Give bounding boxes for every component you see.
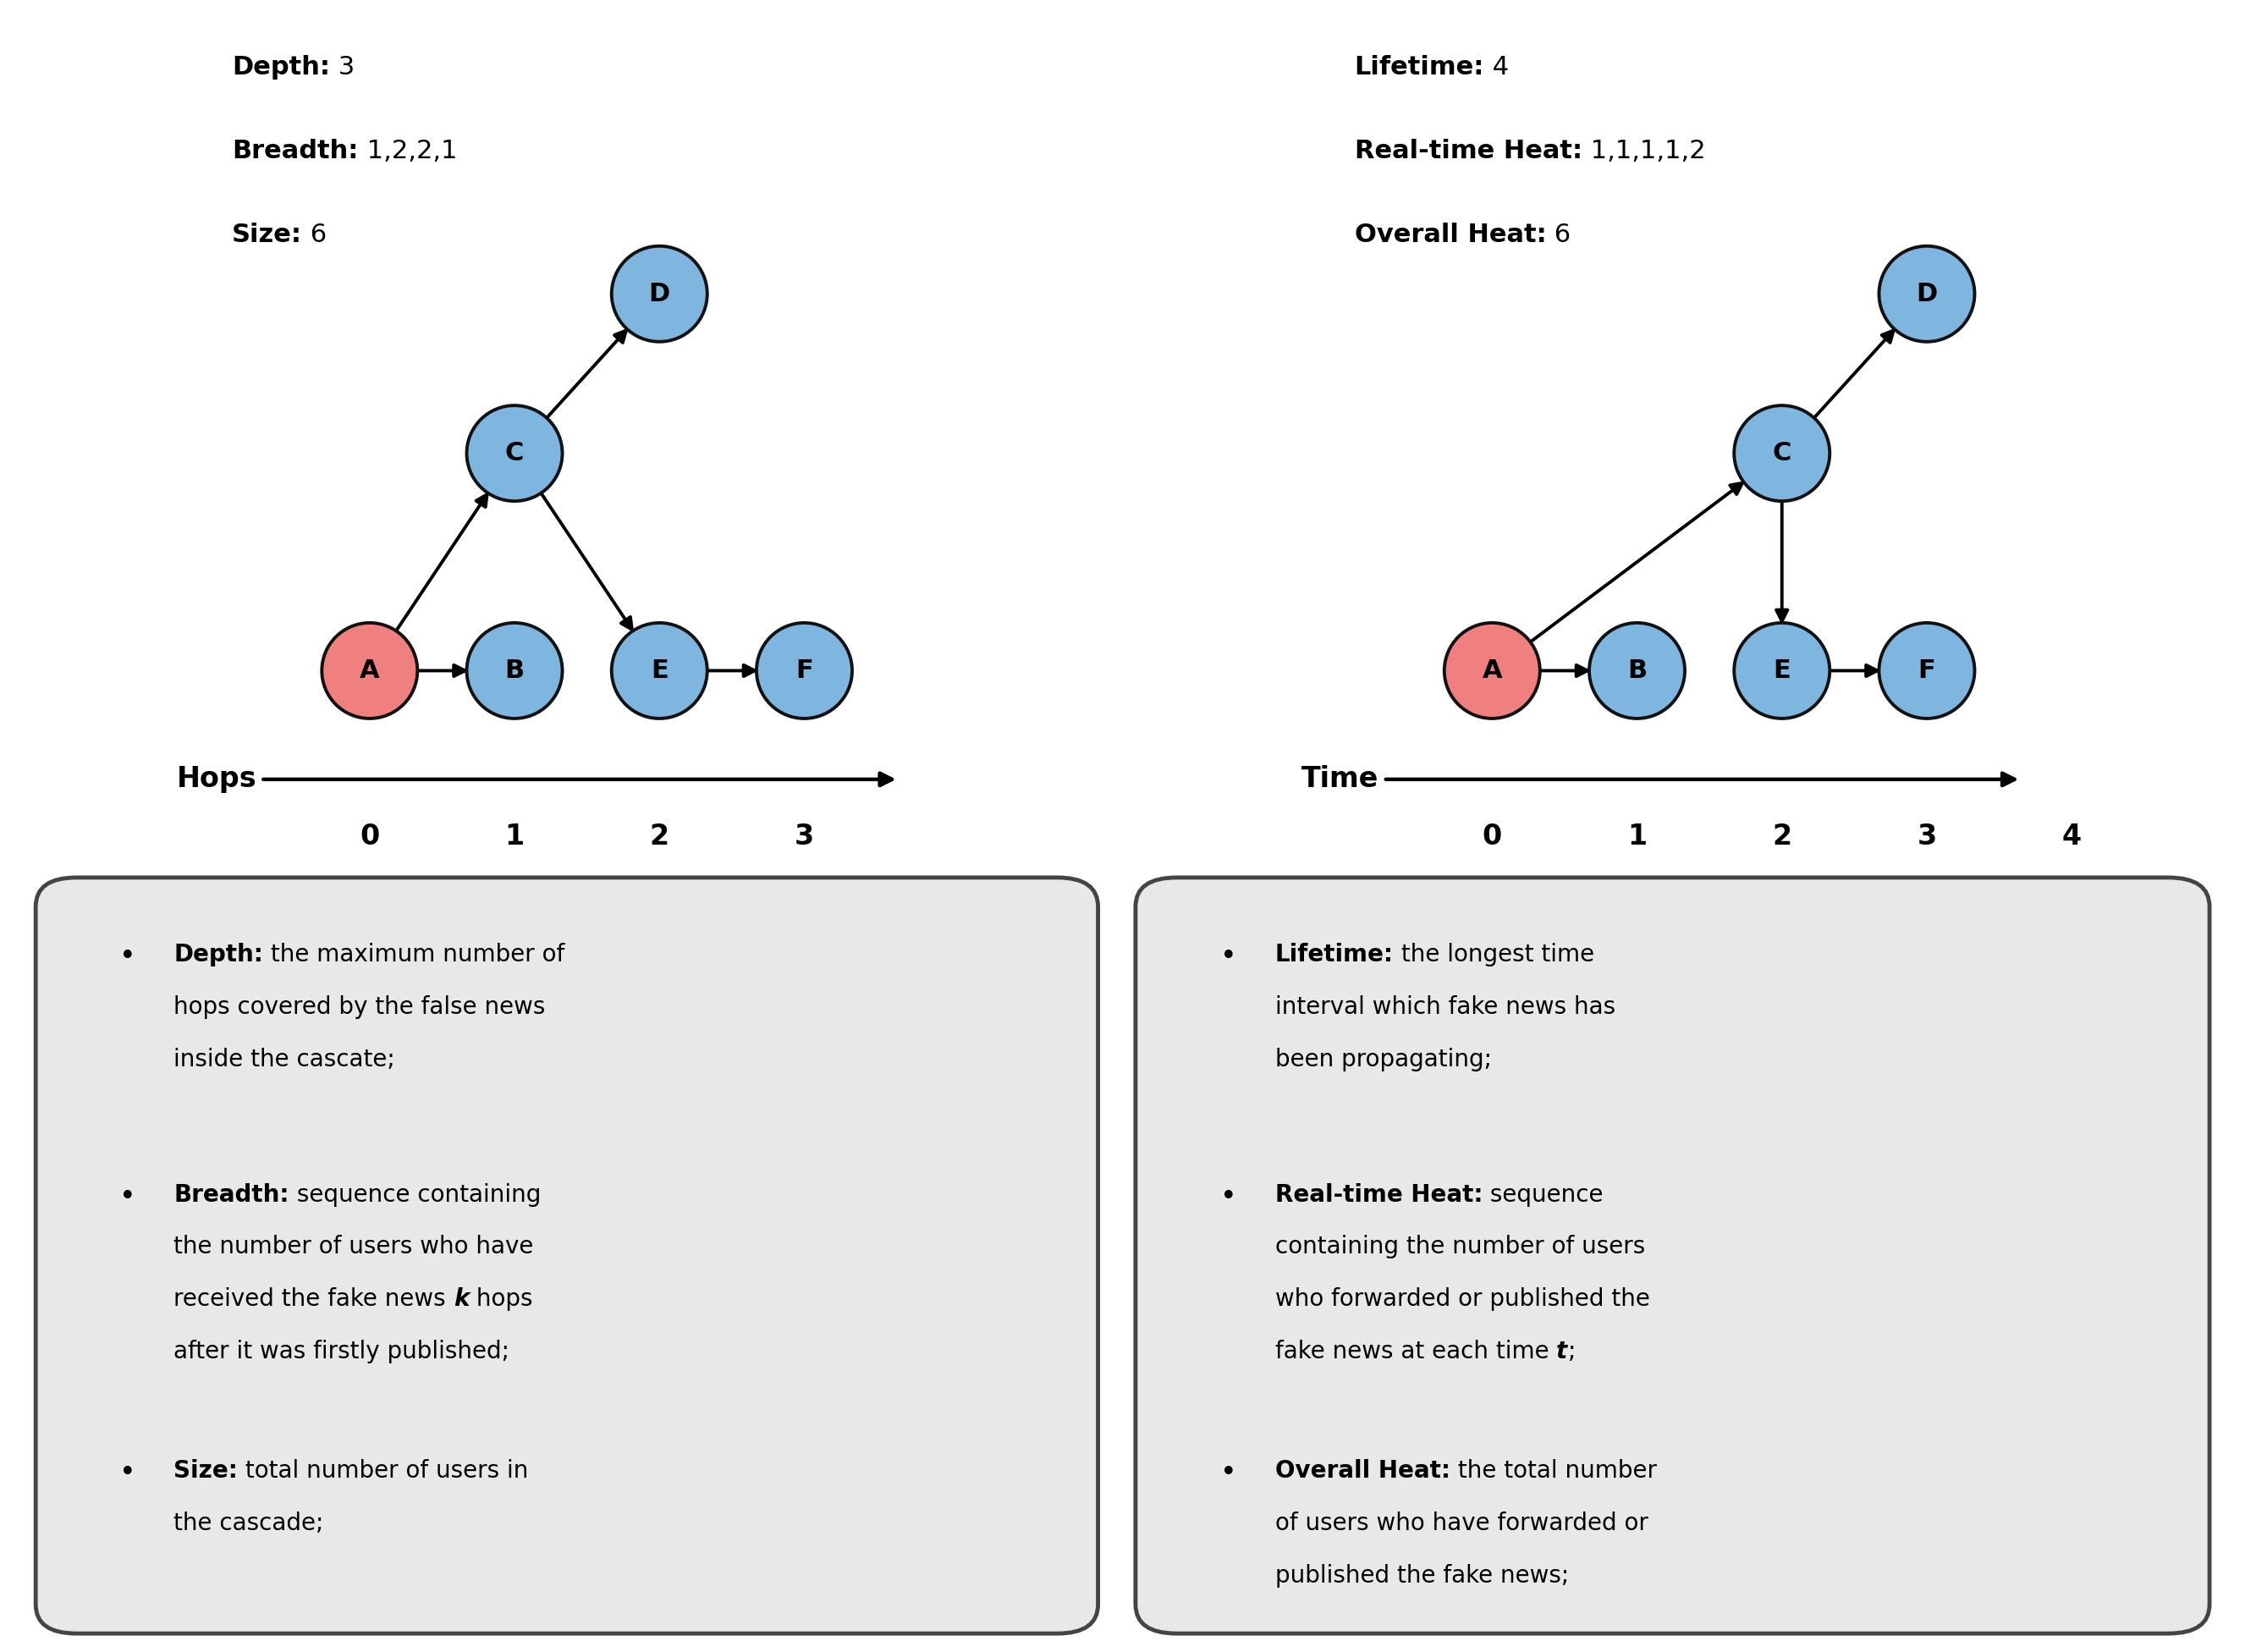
Text: been propagating;: been propagating; <box>1275 1047 1491 1072</box>
Text: the cascade;: the cascade; <box>173 1512 323 1535</box>
Ellipse shape <box>611 623 707 719</box>
Text: C: C <box>505 441 523 466</box>
Ellipse shape <box>467 623 561 719</box>
Text: Depth:: Depth: <box>231 55 330 79</box>
Text: •: • <box>1221 1459 1237 1487</box>
Text: the number of users who have: the number of users who have <box>173 1236 534 1259</box>
Text: B: B <box>1628 659 1648 682</box>
Text: fake news at each time: fake news at each time <box>1275 1340 1556 1363</box>
Ellipse shape <box>757 623 853 719</box>
Text: F: F <box>795 659 813 682</box>
Text: of users who have forwarded or: of users who have forwarded or <box>1275 1512 1648 1535</box>
Text: Hops: Hops <box>177 765 256 793</box>
Text: ;: ; <box>1567 1340 1576 1363</box>
Text: C: C <box>1774 441 1792 466</box>
Ellipse shape <box>1444 623 1540 719</box>
Text: Lifetime:: Lifetime: <box>1354 55 1484 79</box>
Text: Size:: Size: <box>173 1459 238 1483</box>
Text: 1: 1 <box>1628 823 1648 851</box>
Text: •: • <box>119 1459 137 1487</box>
Text: after it was firstly published;: after it was firstly published; <box>173 1340 510 1363</box>
Text: A: A <box>1482 659 1502 682</box>
Text: 6: 6 <box>303 223 328 248</box>
Text: published the fake news;: published the fake news; <box>1275 1564 1569 1588</box>
Text: Overall Heat:: Overall Heat: <box>1275 1459 1450 1483</box>
Text: inside the cascate;: inside the cascate; <box>173 1047 395 1072</box>
Text: hops: hops <box>469 1287 532 1312</box>
Text: 0: 0 <box>1482 823 1502 851</box>
Text: 1,1,1,1,2: 1,1,1,1,2 <box>1583 139 1706 164</box>
Text: Lifetime:: Lifetime: <box>1275 943 1394 966</box>
Text: Time: Time <box>1302 765 1378 793</box>
Text: E: E <box>1774 659 1792 682</box>
Ellipse shape <box>321 623 418 719</box>
Text: •: • <box>1221 943 1237 971</box>
Text: B: B <box>505 659 525 682</box>
Text: •: • <box>1221 1183 1237 1211</box>
Text: received the fake news: received the fake news <box>173 1287 453 1312</box>
Text: Real-time Heat:: Real-time Heat: <box>1354 139 1583 164</box>
Text: the maximum number of: the maximum number of <box>263 943 566 966</box>
Text: who forwarded or published the: who forwarded or published the <box>1275 1287 1650 1312</box>
Text: Breadth:: Breadth: <box>173 1183 290 1206</box>
Text: 1,2,2,1: 1,2,2,1 <box>359 139 458 164</box>
Text: k: k <box>453 1287 469 1312</box>
Text: 3: 3 <box>330 55 355 79</box>
Ellipse shape <box>467 405 561 501</box>
Ellipse shape <box>1733 623 1830 719</box>
Ellipse shape <box>1589 623 1684 719</box>
Text: containing the number of users: containing the number of users <box>1275 1236 1646 1259</box>
FancyBboxPatch shape <box>1136 877 2209 1634</box>
Text: 4: 4 <box>1484 55 1509 79</box>
Text: Overall Heat:: Overall Heat: <box>1354 223 1547 248</box>
Text: D: D <box>1917 281 1937 306</box>
Text: Breadth:: Breadth: <box>231 139 359 164</box>
Text: •: • <box>119 1183 137 1211</box>
Text: 6: 6 <box>1547 223 1572 248</box>
Text: total number of users in: total number of users in <box>238 1459 528 1483</box>
Text: 3: 3 <box>795 823 815 851</box>
Text: Size:: Size: <box>231 223 303 248</box>
Text: hops covered by the false news: hops covered by the false news <box>173 995 546 1019</box>
Text: 3: 3 <box>1917 823 1937 851</box>
Text: sequence containing: sequence containing <box>290 1183 541 1206</box>
Text: 2: 2 <box>1771 823 1792 851</box>
Text: the longest time: the longest time <box>1394 943 1594 966</box>
Ellipse shape <box>611 246 707 342</box>
Text: 0: 0 <box>359 823 379 851</box>
Text: interval which fake news has: interval which fake news has <box>1275 995 1614 1019</box>
Text: the total number: the total number <box>1450 1459 1657 1483</box>
Text: 4: 4 <box>2061 823 2081 851</box>
Text: D: D <box>649 281 669 306</box>
FancyBboxPatch shape <box>36 877 1098 1634</box>
Text: 2: 2 <box>649 823 669 851</box>
Text: F: F <box>1917 659 1935 682</box>
Text: t: t <box>1556 1340 1567 1363</box>
Text: A: A <box>359 659 379 682</box>
Text: Real-time Heat:: Real-time Heat: <box>1275 1183 1482 1206</box>
Ellipse shape <box>1879 623 1976 719</box>
Text: 1: 1 <box>505 823 525 851</box>
Ellipse shape <box>1733 405 1830 501</box>
Text: sequence: sequence <box>1482 1183 1603 1206</box>
Text: •: • <box>119 943 137 971</box>
Ellipse shape <box>1879 246 1976 342</box>
Text: E: E <box>651 659 669 682</box>
Text: Depth:: Depth: <box>173 943 263 966</box>
